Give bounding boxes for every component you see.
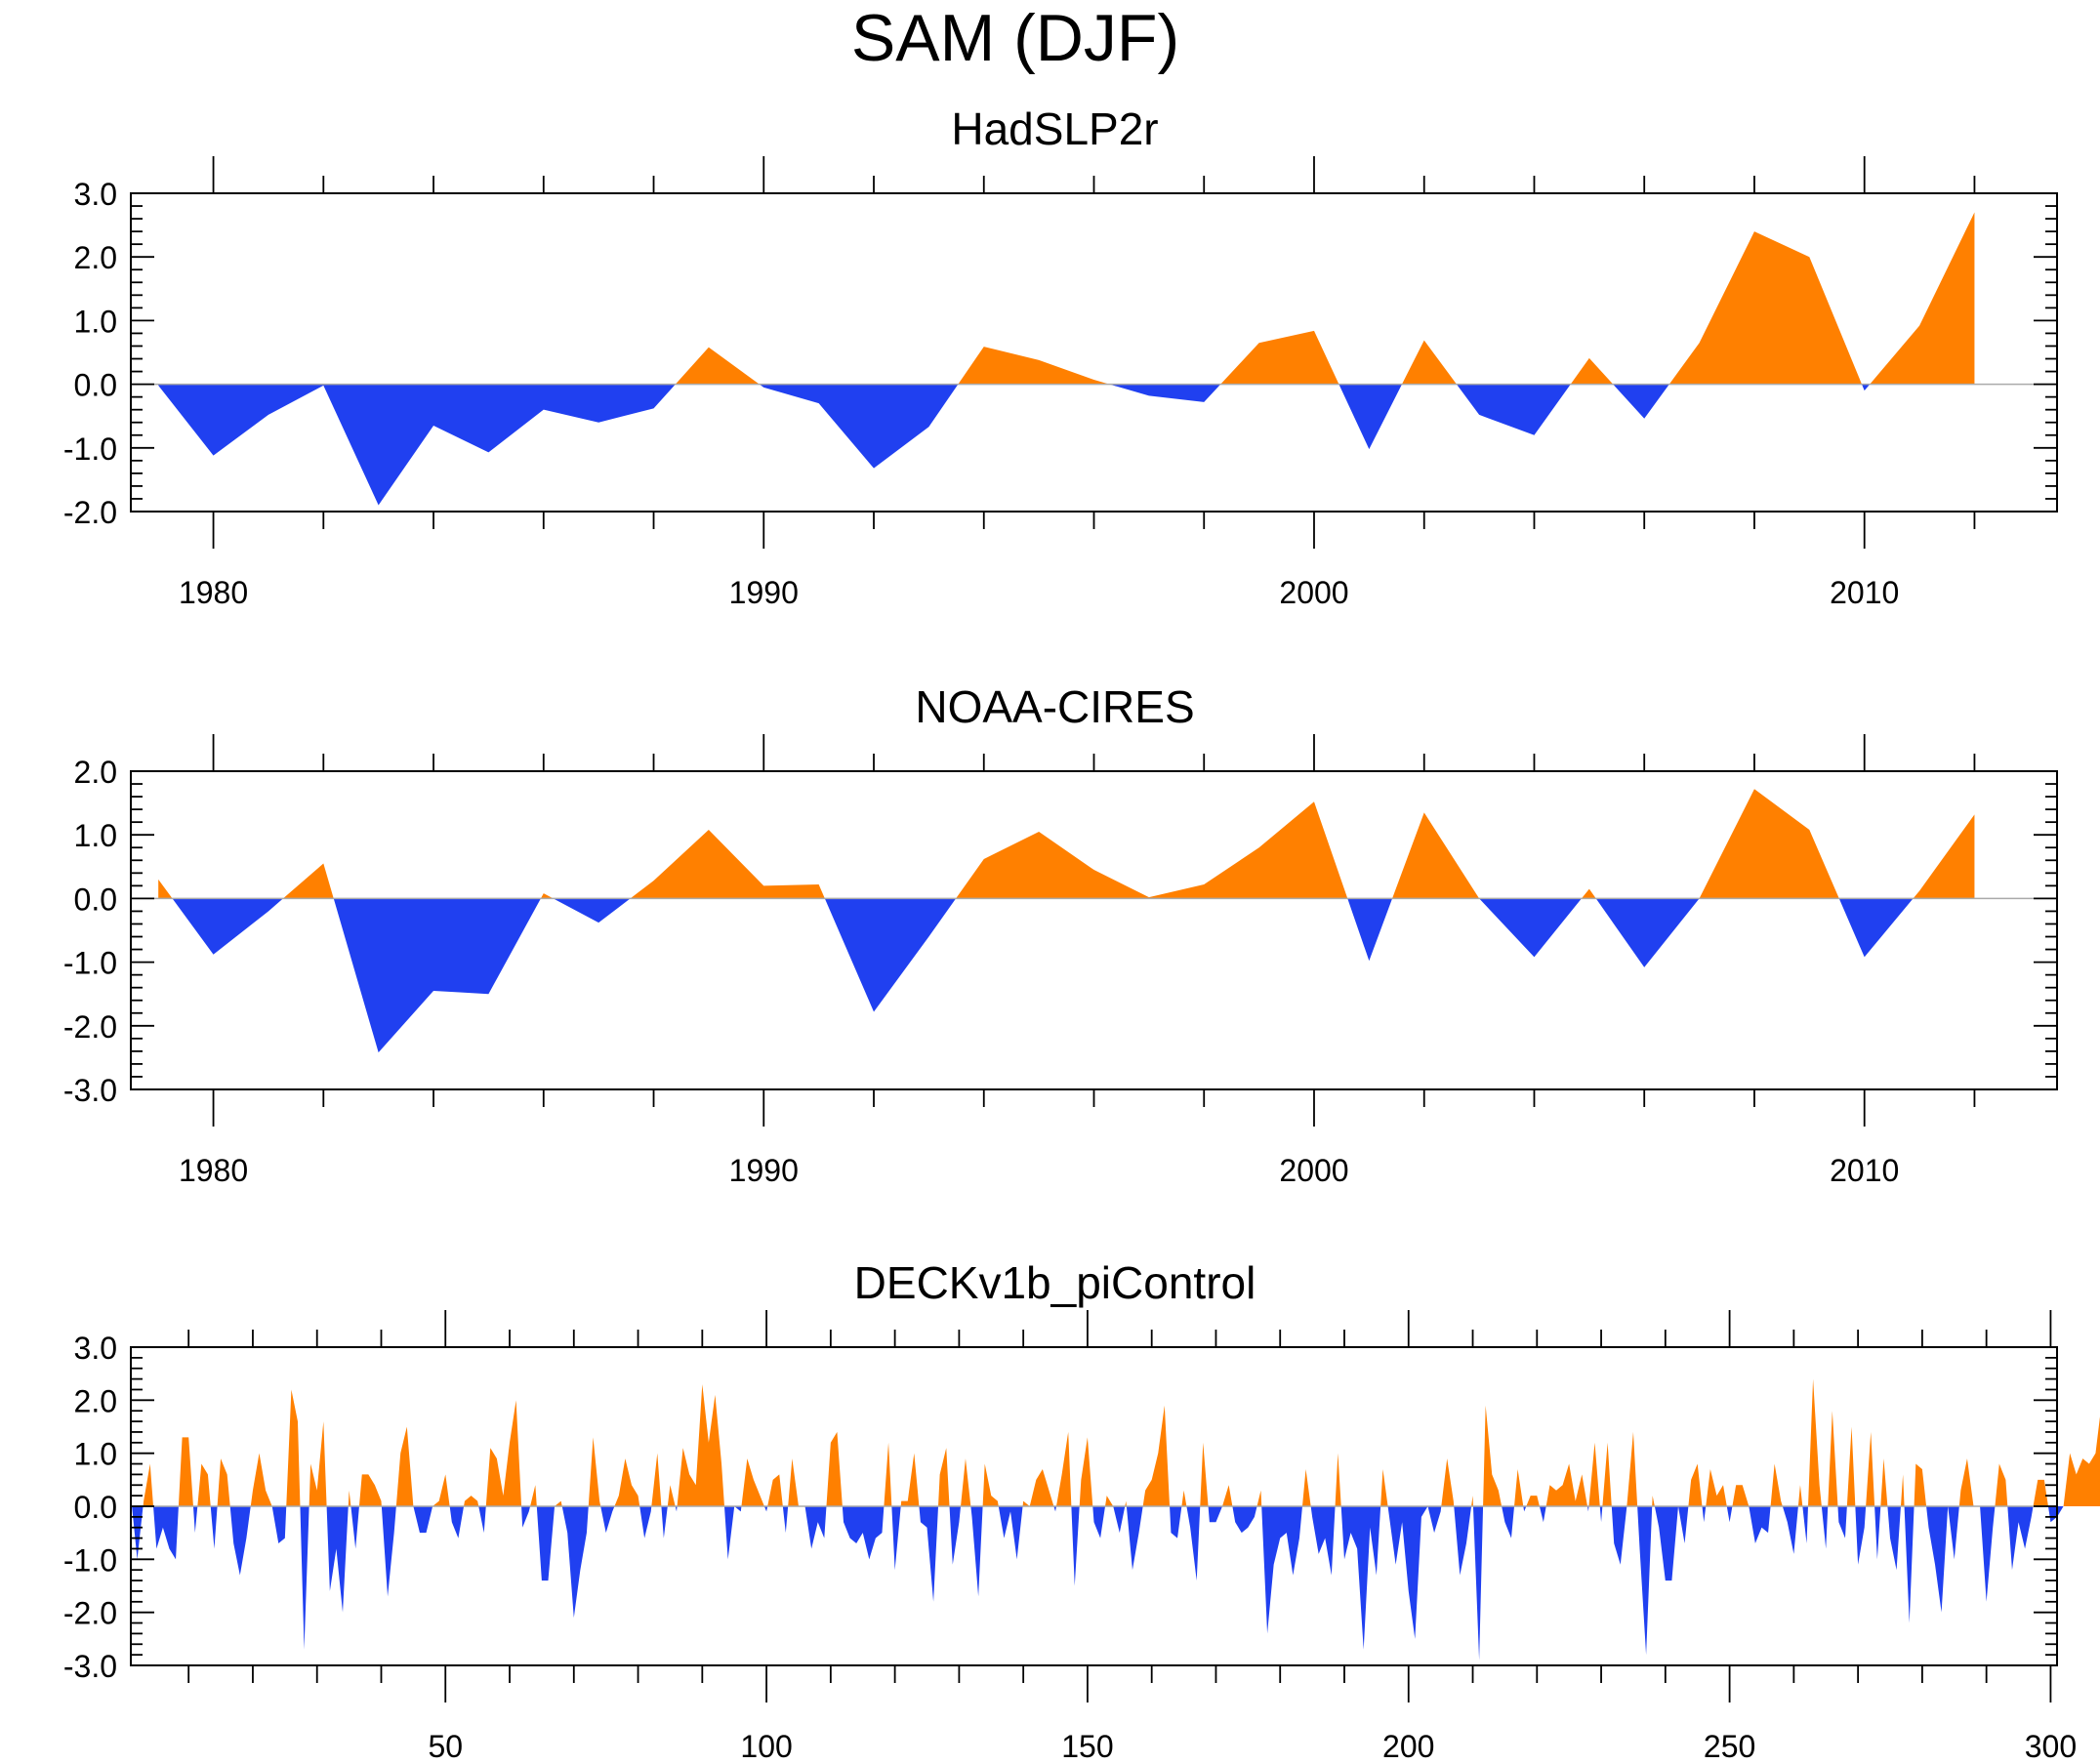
x-tick-label: 150 <box>1061 1729 1113 1764</box>
negative-area <box>131 1506 2100 1661</box>
y-tick-label: 2.0 <box>74 1383 117 1418</box>
y-tick-label: -3.0 <box>63 1649 117 1684</box>
y-tick-label: 1.0 <box>74 818 117 853</box>
y-tick-label: -1.0 <box>63 946 117 981</box>
x-tick-label: 2010 <box>1830 575 1899 610</box>
positive-area <box>158 789 1975 899</box>
y-tick-label: 2.0 <box>74 755 117 790</box>
y-tick-label: 1.0 <box>74 304 117 339</box>
x-tick-label: 50 <box>428 1729 463 1764</box>
y-tick-label: -3.0 <box>63 1073 117 1108</box>
panel-title: NOAA-CIRES <box>915 681 1194 732</box>
y-tick-label: -2.0 <box>63 1596 117 1631</box>
y-tick-label: 3.0 <box>74 1331 117 1366</box>
y-tick-label: 1.0 <box>74 1437 117 1472</box>
y-tick-label: 3.0 <box>74 177 117 212</box>
x-tick-label: 300 <box>2025 1729 2077 1764</box>
y-tick-label: 0.0 <box>74 368 117 403</box>
x-tick-label: 2000 <box>1279 1153 1348 1188</box>
x-tick-label: 200 <box>1382 1729 1434 1764</box>
x-tick-label: 1980 <box>179 1153 248 1188</box>
x-tick-label: 250 <box>1704 1729 1755 1764</box>
x-tick-label: 1990 <box>729 575 799 610</box>
positive-area <box>131 1378 2100 1506</box>
y-tick-label: -2.0 <box>63 495 117 530</box>
figure-title: SAM (DJF) <box>851 1 1179 75</box>
y-tick-label: -2.0 <box>63 1009 117 1045</box>
negative-area <box>158 384 1975 506</box>
x-tick-label: 2000 <box>1279 575 1348 610</box>
y-tick-label: -1.0 <box>63 431 117 467</box>
panel-title: HadSLP2r <box>951 103 1158 154</box>
x-tick-label: 1980 <box>179 575 248 610</box>
x-tick-label: 100 <box>740 1729 792 1764</box>
panel-3: DECKv1b_piControl -3.0 -2.0 -1.0 0.0 1.0 2.0 3.… <box>63 1257 2100 1764</box>
y-tick-label: -1.0 <box>63 1542 117 1578</box>
negative-area <box>158 898 1975 1053</box>
x-tick-label: 2010 <box>1830 1153 1899 1188</box>
panel-1: HadSLP2r -2.0 -1.0 0.0 1.0 2.0 3.0 1980 1990 2000… <box>63 103 2058 610</box>
positive-area <box>158 212 1975 385</box>
panel-title: DECKv1b_piControl <box>854 1257 1256 1308</box>
x-tick-label: 1990 <box>729 1153 799 1188</box>
y-tick-label: 2.0 <box>74 240 117 275</box>
y-tick-label: 0.0 <box>74 882 117 917</box>
y-tick-label: 0.0 <box>74 1490 117 1525</box>
panel-2: NOAA-CIRES -3.0 -2.0 -1.0 0.0 1.0 2.0 1980 1990 2… <box>63 681 2058 1188</box>
